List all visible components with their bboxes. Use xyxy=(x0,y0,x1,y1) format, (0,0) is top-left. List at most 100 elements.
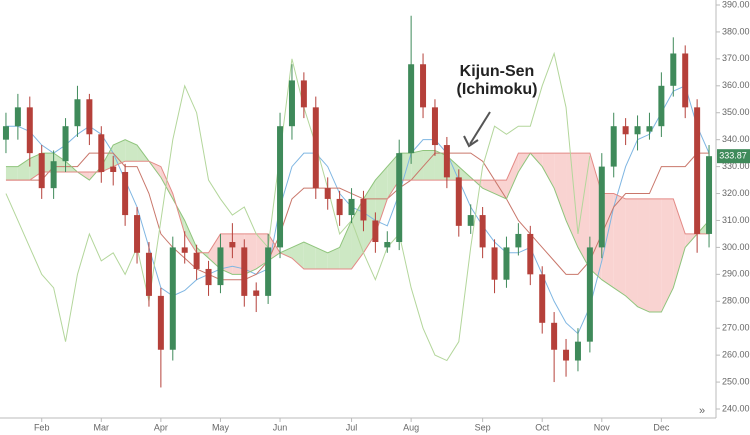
y-tick-label: 340.00 xyxy=(722,134,750,144)
candle-body xyxy=(86,99,93,135)
cloud-segment xyxy=(625,198,638,307)
candle-body xyxy=(634,126,641,135)
cloud-segment xyxy=(303,242,316,269)
candle-body xyxy=(431,107,438,146)
last-price-label: 333.87 xyxy=(719,151,747,161)
y-tick-label: 260.00 xyxy=(722,350,750,360)
candle-body xyxy=(610,126,617,167)
candle-body xyxy=(360,198,367,221)
candle-body xyxy=(503,247,510,280)
cloud-segment xyxy=(542,153,555,189)
candle-body xyxy=(622,126,629,135)
y-tick-label: 270.00 xyxy=(722,323,750,333)
y-tick-label: 300.00 xyxy=(722,242,750,252)
candle-body xyxy=(670,53,677,86)
candle-body xyxy=(694,107,701,234)
candle-body xyxy=(38,153,45,189)
x-tick-label: Jul xyxy=(346,422,358,432)
y-tick-label: 310.00 xyxy=(722,215,750,225)
candle-body xyxy=(408,64,415,154)
candle-body xyxy=(241,247,248,296)
candle-body xyxy=(217,247,224,286)
x-tick-label: Aug xyxy=(403,422,419,432)
cloud-segment xyxy=(661,198,674,313)
candle-body xyxy=(110,166,117,172)
candle-body xyxy=(74,99,81,127)
x-tick-label: Apr xyxy=(154,422,168,432)
scroll-icon[interactable]: » xyxy=(699,405,705,417)
candle-body xyxy=(145,252,152,296)
candle-body xyxy=(134,215,141,253)
candle-body xyxy=(420,64,427,108)
candle-body xyxy=(348,198,355,216)
cloud-segment xyxy=(17,158,30,181)
annotation: Kijun-Sen xyxy=(460,63,535,80)
cloud-segment xyxy=(315,247,328,269)
cloud-segment xyxy=(280,247,292,259)
cloud-segment xyxy=(566,153,578,248)
candle-body xyxy=(193,252,200,269)
x-tick-label: Nov xyxy=(594,422,611,432)
cloud-segment xyxy=(554,153,567,221)
cloud-segment xyxy=(125,139,138,162)
y-tick-label: 250.00 xyxy=(722,376,750,386)
candle-body xyxy=(646,126,653,132)
candle-body xyxy=(181,247,188,253)
y-tick-label: 360.00 xyxy=(722,80,750,90)
candle-body xyxy=(336,198,343,216)
candle-body xyxy=(265,247,272,296)
candle-body xyxy=(396,153,403,243)
candle-body xyxy=(658,85,665,127)
cloud-segment xyxy=(5,166,18,181)
y-tick-label: 330.00 xyxy=(722,161,750,171)
candle-body xyxy=(455,177,462,226)
cloud-segment xyxy=(506,153,519,199)
candles xyxy=(2,15,713,388)
cloud-segment xyxy=(577,153,590,269)
candle-body xyxy=(563,349,570,361)
candle-body xyxy=(574,341,581,361)
cloud-segment xyxy=(673,198,686,288)
candle-body xyxy=(300,80,307,108)
candle-body xyxy=(384,242,391,248)
cloud-segment xyxy=(291,242,304,269)
y-tick-label: 290.00 xyxy=(722,269,750,279)
annotation: (Ichimoku) xyxy=(457,81,538,98)
x-tick-label: May xyxy=(212,422,230,432)
y-tick-label: 390.00 xyxy=(722,0,750,9)
candle-body xyxy=(551,322,558,350)
candle-body xyxy=(62,126,69,162)
candle-body xyxy=(2,126,9,140)
annotation-arrow xyxy=(469,111,491,145)
candle-body xyxy=(98,134,105,172)
candle-body xyxy=(229,242,236,248)
candle-body xyxy=(253,290,260,296)
cloud-segment xyxy=(375,166,388,234)
cloud-segment xyxy=(327,247,340,269)
x-tick-label: Sep xyxy=(475,422,491,432)
cloud-segment xyxy=(613,193,626,296)
candle-body xyxy=(372,220,379,243)
cloud-segment xyxy=(482,180,495,194)
y-tick-label: 380.00 xyxy=(722,26,750,36)
indicator-line xyxy=(5,152,710,270)
candle-body xyxy=(157,295,164,350)
cloud-segment xyxy=(184,220,197,253)
candle-body xyxy=(598,166,605,248)
candle-body xyxy=(122,171,129,216)
y-tick-label: 240.00 xyxy=(722,403,750,413)
y-tick-label: 350.00 xyxy=(722,107,750,117)
candle-body xyxy=(527,233,534,275)
x-tick-label: Jun xyxy=(273,422,288,432)
last-price-box xyxy=(717,149,750,164)
candle-body xyxy=(491,247,498,280)
candle-body xyxy=(467,215,474,226)
candle-body xyxy=(50,161,57,189)
candle-body xyxy=(169,247,176,350)
candle-body xyxy=(539,274,546,323)
y-tick-label: 280.00 xyxy=(722,296,750,306)
candle-body xyxy=(479,215,486,248)
cloud-segment xyxy=(649,198,662,313)
